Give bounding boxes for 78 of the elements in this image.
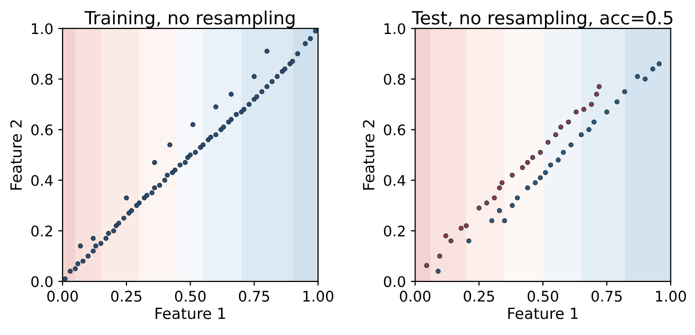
- y-tick-label: 0.6: [384, 124, 406, 136]
- point: [532, 180, 538, 186]
- point: [458, 226, 464, 231]
- point: [424, 262, 430, 268]
- point: [556, 158, 561, 162]
- point: [588, 102, 594, 107]
- point: [581, 106, 586, 112]
- point: [489, 218, 494, 224]
- point: [436, 268, 441, 274]
- point: [558, 124, 564, 130]
- y-tick-label: 0.2: [31, 226, 52, 237]
- point: [578, 132, 584, 138]
- x-tick-label: 1.00: [303, 290, 334, 302]
- chart-title: Test, no resampling, acc=0.5: [412, 10, 672, 28]
- point: [542, 170, 548, 176]
- point: [650, 66, 656, 72]
- chart-title: Training, no resampling: [84, 10, 294, 28]
- point: [596, 84, 602, 90]
- point: [464, 223, 469, 228]
- point: [614, 99, 620, 104]
- point: [538, 175, 543, 180]
- y-tick-label: 0.4: [384, 174, 406, 186]
- y-tick-label: 0.4: [31, 174, 53, 186]
- y-tick-label: 0.8: [384, 74, 406, 85]
- point: [437, 254, 442, 259]
- y-tick-label: 0.6: [31, 124, 53, 136]
- point: [497, 185, 502, 190]
- point: [510, 172, 515, 178]
- point: [492, 195, 497, 200]
- point: [548, 162, 554, 168]
- point: [553, 132, 558, 138]
- point: [594, 92, 600, 97]
- point: [574, 109, 579, 114]
- point: [622, 89, 628, 94]
- x-tick-label: 0.00: [47, 290, 78, 302]
- y-axis-title: Feature 2: [362, 120, 374, 190]
- point: [466, 238, 472, 244]
- x-tick-label: 0.50: [528, 290, 558, 302]
- y-tick-label: 0.2: [384, 226, 405, 237]
- point: [525, 160, 530, 165]
- x-tick-label: 0.25: [464, 290, 494, 302]
- point: [448, 238, 454, 244]
- point: [604, 109, 610, 114]
- x-tick-label: 1.00: [656, 290, 686, 302]
- point: [525, 185, 530, 190]
- y-tick-label: 1.0: [384, 23, 406, 34]
- point: [546, 140, 551, 145]
- point: [656, 61, 662, 66]
- point: [497, 208, 502, 214]
- point: [634, 74, 640, 80]
- y-tick-label: 0.0: [31, 276, 53, 288]
- x-tick-label: 0.75: [238, 290, 270, 302]
- point: [520, 165, 525, 170]
- x-tick-label: 0.25: [111, 290, 142, 302]
- point: [642, 76, 648, 82]
- x-tick-label: 0.00: [400, 290, 430, 302]
- point: [476, 206, 482, 211]
- y-tick-label: 0.0: [384, 276, 406, 288]
- y-tick-label: 0.8: [31, 74, 53, 85]
- point: [510, 203, 515, 208]
- y-axis-title: Feature 2: [10, 120, 22, 190]
- point: [566, 120, 571, 125]
- point: [592, 120, 596, 125]
- point: [443, 233, 448, 238]
- x-axis-title: Feature 1: [508, 308, 578, 320]
- point: [530, 154, 536, 160]
- point: [484, 200, 490, 206]
- point: [538, 150, 543, 155]
- point: [586, 127, 592, 132]
- point: [560, 150, 566, 155]
- point: [500, 180, 505, 186]
- x-tick-label: 0.50: [175, 290, 206, 302]
- y-tick-label: 1.0: [32, 23, 53, 34]
- x-tick-label: 0.75: [592, 290, 622, 302]
- x-axis-title: Feature 1: [156, 308, 226, 320]
- point: [514, 195, 520, 200]
- point: [568, 142, 574, 148]
- point: [502, 218, 508, 224]
